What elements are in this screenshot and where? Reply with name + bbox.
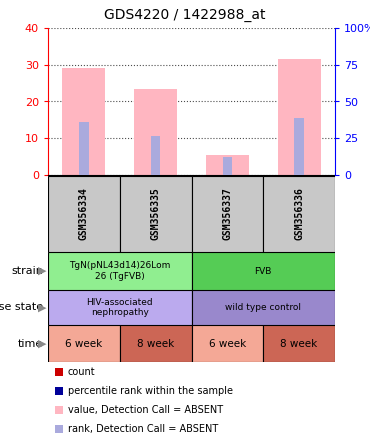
Bar (263, 325, 335, 362)
Text: percentile rank within the sample: percentile rank within the sample (68, 386, 233, 396)
Bar (263, 176, 335, 252)
Bar (223, 157, 232, 175)
Text: GSM356337: GSM356337 (222, 187, 232, 241)
Text: 6 week: 6 week (209, 338, 246, 349)
Text: disease state: disease state (0, 302, 43, 313)
Text: 8 week: 8 week (137, 338, 174, 349)
Bar (192, 176, 263, 252)
Bar (48, 252, 192, 290)
Text: HIV-associated
nephropathy: HIV-associated nephropathy (87, 298, 153, 317)
Bar (278, 59, 321, 175)
Text: time: time (18, 338, 43, 349)
Bar (120, 325, 192, 362)
Text: 8 week: 8 week (280, 338, 318, 349)
Text: rank, Detection Call = ABSENT: rank, Detection Call = ABSENT (68, 424, 218, 434)
Text: value, Detection Call = ABSENT: value, Detection Call = ABSENT (68, 405, 223, 415)
Text: GSM356335: GSM356335 (151, 187, 161, 241)
Bar (134, 89, 177, 175)
Text: ▶: ▶ (37, 266, 46, 276)
Text: TgN(pNL43d14)26Lom
26 (TgFVB): TgN(pNL43d14)26Lom 26 (TgFVB) (69, 262, 171, 281)
Bar (192, 325, 263, 362)
Text: GSM356334: GSM356334 (79, 187, 89, 241)
Bar (48, 325, 120, 362)
Text: wild type control: wild type control (225, 303, 301, 312)
Text: 6 week: 6 week (65, 338, 102, 349)
Text: ▶: ▶ (37, 338, 46, 349)
Bar (192, 290, 335, 325)
Bar (206, 155, 249, 175)
Bar (192, 252, 335, 290)
Bar (63, 68, 105, 175)
Text: GSM356336: GSM356336 (294, 187, 304, 241)
Bar (120, 176, 192, 252)
Bar (48, 290, 192, 325)
Bar (48, 176, 120, 252)
Bar (151, 136, 160, 175)
Text: count: count (68, 367, 95, 377)
Text: GDS4220 / 1422988_at: GDS4220 / 1422988_at (104, 8, 266, 22)
Text: ▶: ▶ (37, 302, 46, 313)
Text: strain: strain (11, 266, 43, 276)
Bar (295, 118, 304, 175)
Text: FVB: FVB (255, 266, 272, 275)
Bar (79, 122, 88, 175)
